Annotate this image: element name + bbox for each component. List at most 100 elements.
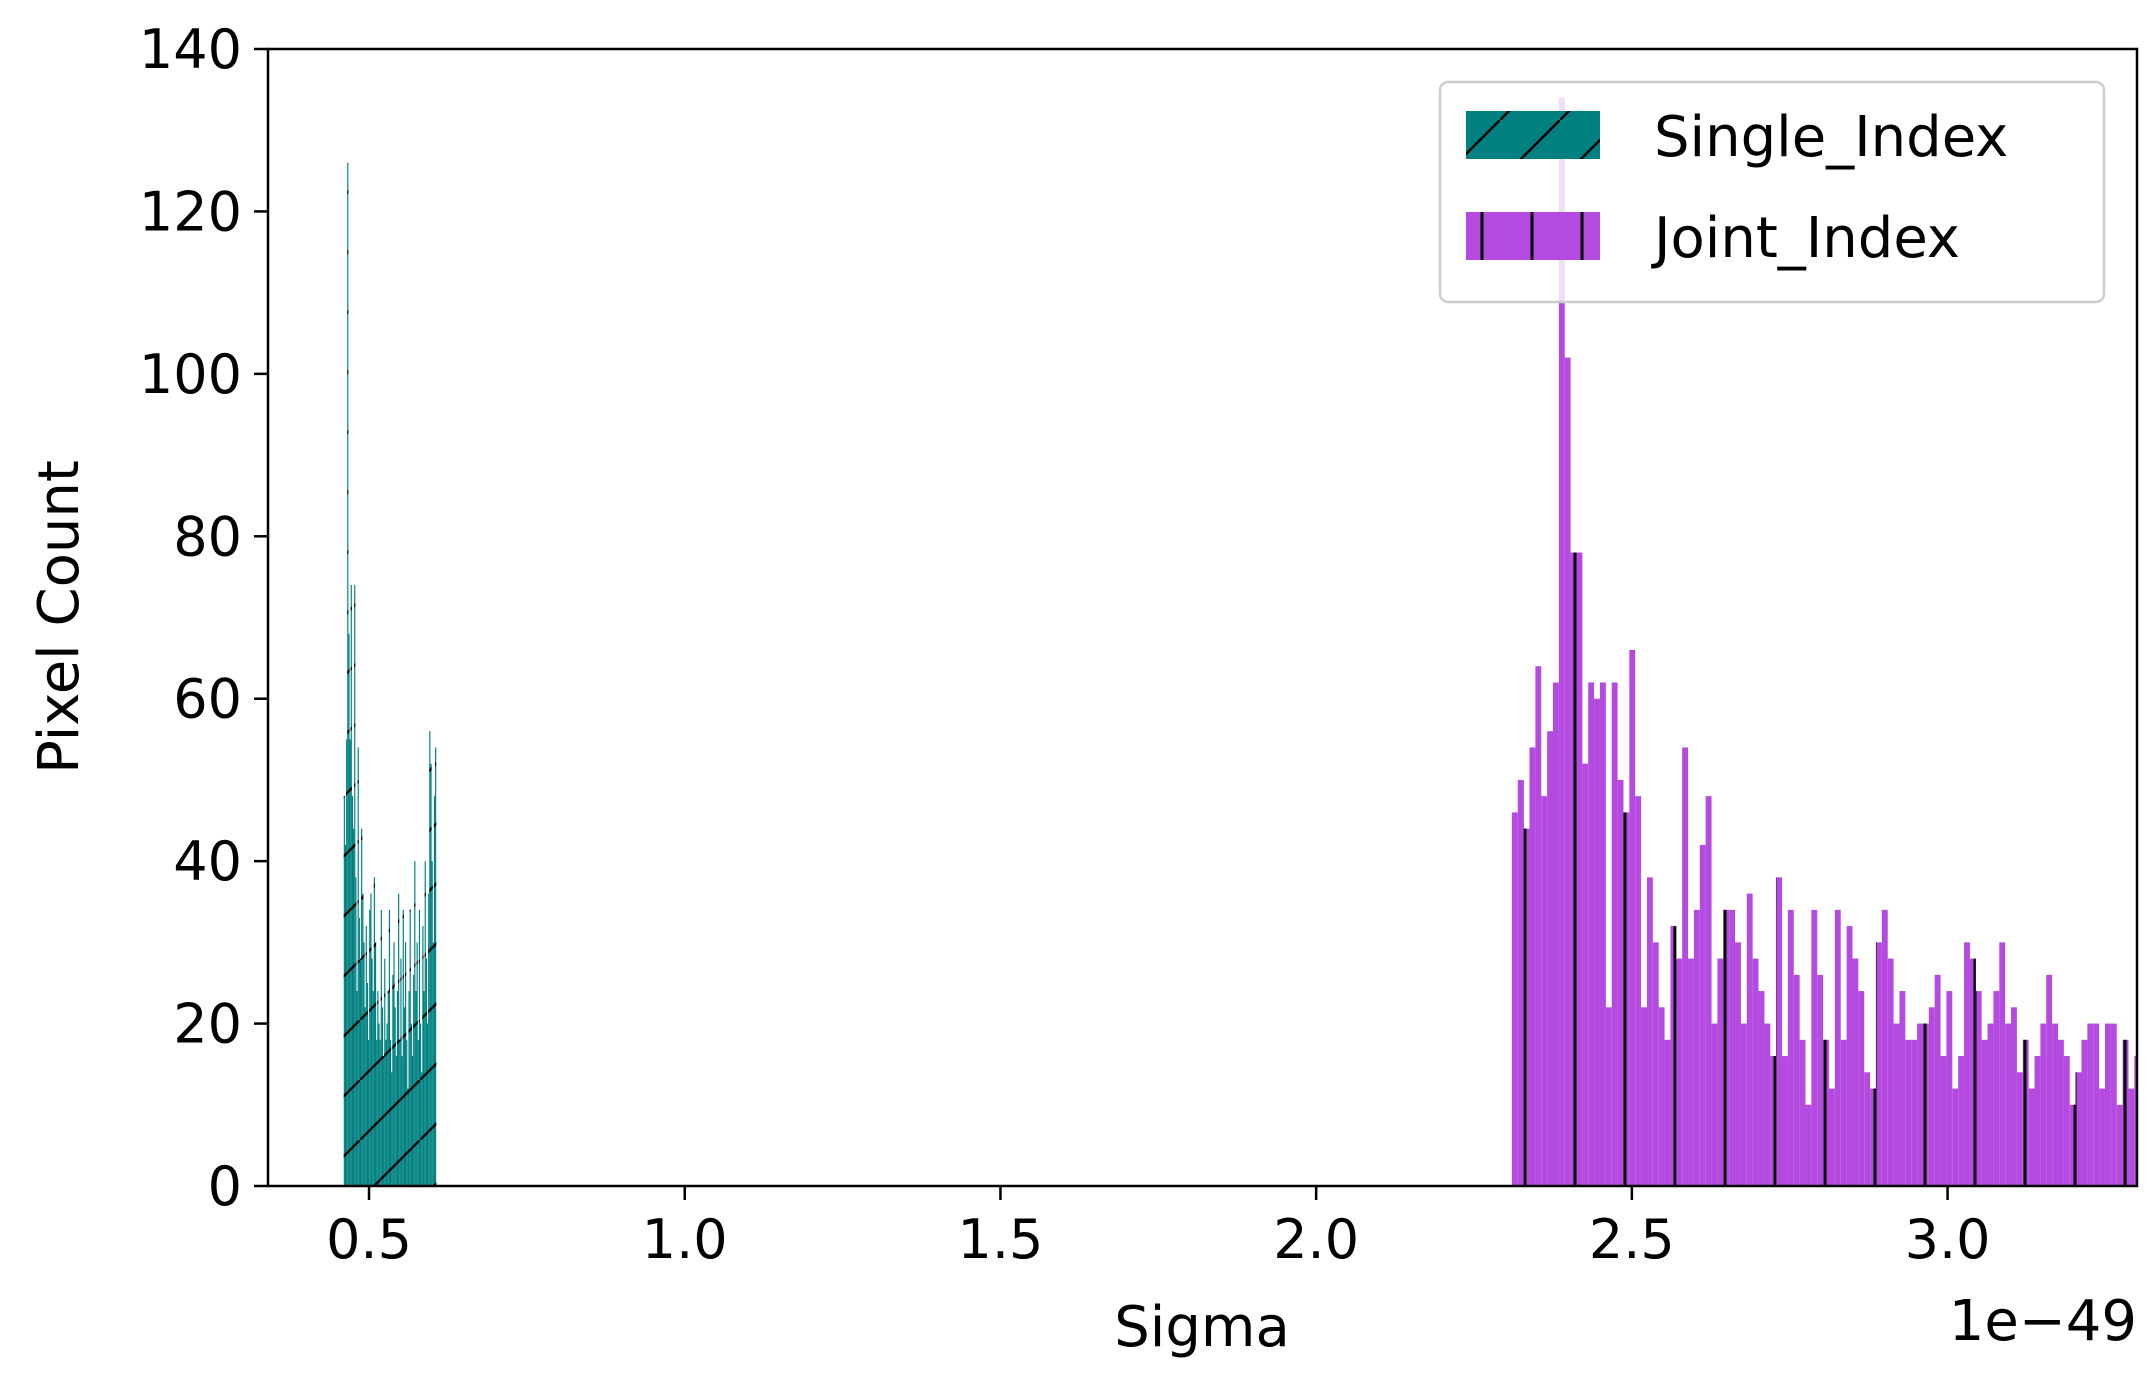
x-tick-label: 0.5 <box>326 1208 412 1271</box>
bar-hatch-single-index <box>393 942 395 1186</box>
bar-hatch-joint-index <box>2081 1039 2088 1186</box>
legend-label-joint-index: Joint_Index <box>1651 206 1960 271</box>
bar-hatch-single-index <box>403 1007 406 1186</box>
bar-hatch-single-index <box>429 731 431 1186</box>
bar-hatch-single-index <box>411 1056 414 1186</box>
bar-hatch-joint-index <box>1570 552 1577 1186</box>
bar-hatch-single-index <box>406 1039 408 1186</box>
bar-hatch-single-index <box>392 974 394 1186</box>
bar-hatch-joint-index <box>1511 812 1518 1186</box>
bar-hatch-single-index <box>371 958 373 1186</box>
y-tick-label: 100 <box>139 343 242 406</box>
bar-hatch-single-index <box>383 1056 385 1186</box>
bar-hatch-joint-index <box>2099 1088 2105 1186</box>
bar-hatch-joint-index <box>2087 1023 2094 1186</box>
bar-hatch-single-index <box>347 162 349 1186</box>
bar-hatch-single-index <box>369 909 371 1186</box>
bar-hatch-joint-index <box>1605 1007 1612 1186</box>
bar-hatch-joint-index <box>1823 1039 1829 1186</box>
bar-hatch-single-index <box>435 747 437 1186</box>
bar-hatch-joint-index <box>1999 942 2006 1186</box>
bar-hatch-joint-index <box>1646 877 1653 1186</box>
legend-swatch-single-index-hatch <box>1466 111 1600 159</box>
bar-hatch-joint-index <box>2104 1023 2111 1186</box>
bar-hatch-single-index <box>381 1007 384 1186</box>
bar-hatch-single-index <box>353 828 355 1186</box>
bar-hatch-single-index <box>379 1039 381 1186</box>
plot-frame <box>266 47 2139 1188</box>
bar-hatch-joint-index <box>1975 991 1982 1186</box>
bar-hatch-single-index <box>356 991 358 1186</box>
bar-hatch-joint-index <box>1705 796 1712 1186</box>
bar-hatch-joint-index <box>1793 974 1800 1186</box>
bar-hatch-joint-index <box>1641 1007 1647 1186</box>
bar-hatch-joint-index <box>1864 1072 1871 1186</box>
bar-hatch-joint-index <box>1828 1088 1835 1186</box>
bar-hatch-joint-index <box>2122 1039 2129 1186</box>
x-tick-label: 3.0 <box>1905 1208 1991 1271</box>
bar-hatch-single-index <box>389 1039 392 1186</box>
bar-hatch-single-index <box>394 1007 396 1186</box>
bar-hatch-single-index <box>432 942 434 1186</box>
bar-hatch-joint-index <box>1629 649 1636 1186</box>
x-tick-label: 1.0 <box>642 1208 728 1271</box>
bar-hatch-joint-index <box>1617 779 1624 1186</box>
bar-hatch-joint-index <box>1582 763 1589 1186</box>
y-tick-label: 60 <box>173 668 242 731</box>
bar-hatch-single-index <box>418 909 421 1186</box>
bar-hatch-single-index <box>396 991 399 1186</box>
bar-hatch-single-index <box>359 958 362 1186</box>
bar-hatch-joint-index <box>1770 1056 1777 1186</box>
bar-hatch-joint-index <box>1676 958 1683 1186</box>
bar-hatch-joint-index <box>1805 1104 1812 1186</box>
bar-hatch-joint-index <box>1670 926 1677 1186</box>
bar-hatch-joint-index <box>1911 1039 1918 1186</box>
bar-hatch-single-index <box>399 1039 401 1186</box>
bar-hatch-joint-index <box>1558 97 1565 1186</box>
bar-hatch-joint-index <box>1817 974 1824 1186</box>
bar-joint-index <box>2140 1121 2146 1186</box>
bar-hatch-single-index <box>370 893 372 1186</box>
bar-hatch-joint-index <box>1858 991 1865 1186</box>
bar-hatch-single-index <box>398 893 400 1186</box>
bar-hatch-single-index <box>395 1056 397 1186</box>
bar-hatch-joint-index <box>1635 796 1642 1186</box>
bar-hatch-joint-index <box>1934 974 1941 1186</box>
bar-hatch-joint-index <box>1969 958 1976 1186</box>
bar-hatch-joint-index <box>1840 1039 1847 1186</box>
y-axis-label: Pixel Count <box>27 460 92 774</box>
bar-hatch-joint-index <box>1946 991 1953 1186</box>
bar-hatch-joint-index <box>2152 1105 2156 1186</box>
bar-hatch-joint-index <box>2069 1104 2076 1186</box>
y-tick-label: 0 <box>208 1155 242 1218</box>
bar-hatch-single-index <box>405 942 407 1186</box>
bar-hatch-joint-index <box>1599 682 1606 1186</box>
bar-hatch-joint-index <box>2110 1023 2117 1186</box>
bar-hatch-joint-index <box>2140 1121 2146 1186</box>
bar-hatch-single-index <box>373 877 375 1186</box>
bar-hatch-joint-index <box>1899 991 1906 1186</box>
bar-hatch-joint-index <box>1952 1088 1959 1186</box>
bar-hatch-joint-index <box>1652 942 1659 1186</box>
bar-hatch-joint-index <box>1782 1056 1788 1186</box>
bar-hatch-joint-index <box>1588 682 1595 1186</box>
bar-hatch-joint-index <box>1564 357 1571 1186</box>
bar-hatch-single-index <box>386 1023 388 1186</box>
bar-hatch-single-index <box>361 828 363 1186</box>
bar-hatch-joint-index <box>2052 1023 2059 1186</box>
y-tick-label: 20 <box>173 993 242 1056</box>
bar-hatch-joint-index <box>1723 909 1730 1186</box>
x-axis-label: Sigma <box>1114 1295 1290 1360</box>
bar-hatch-single-index <box>355 877 357 1186</box>
bar-hatch-joint-index <box>1993 991 2000 1186</box>
bar-hatch-joint-index <box>2128 1088 2135 1186</box>
bar-hatch-joint-index <box>1693 909 1700 1186</box>
bar-hatch-joint-index <box>2028 1088 2035 1186</box>
bar-hatch-joint-index <box>1846 926 1853 1186</box>
bar-hatch-joint-index <box>2058 1039 2064 1186</box>
y-tick-label: 40 <box>173 830 242 893</box>
x-tick-label: 2.0 <box>1273 1208 1359 1271</box>
bar-hatch-joint-index <box>1682 747 1689 1186</box>
bar-hatch-joint-index <box>2034 1056 2041 1186</box>
